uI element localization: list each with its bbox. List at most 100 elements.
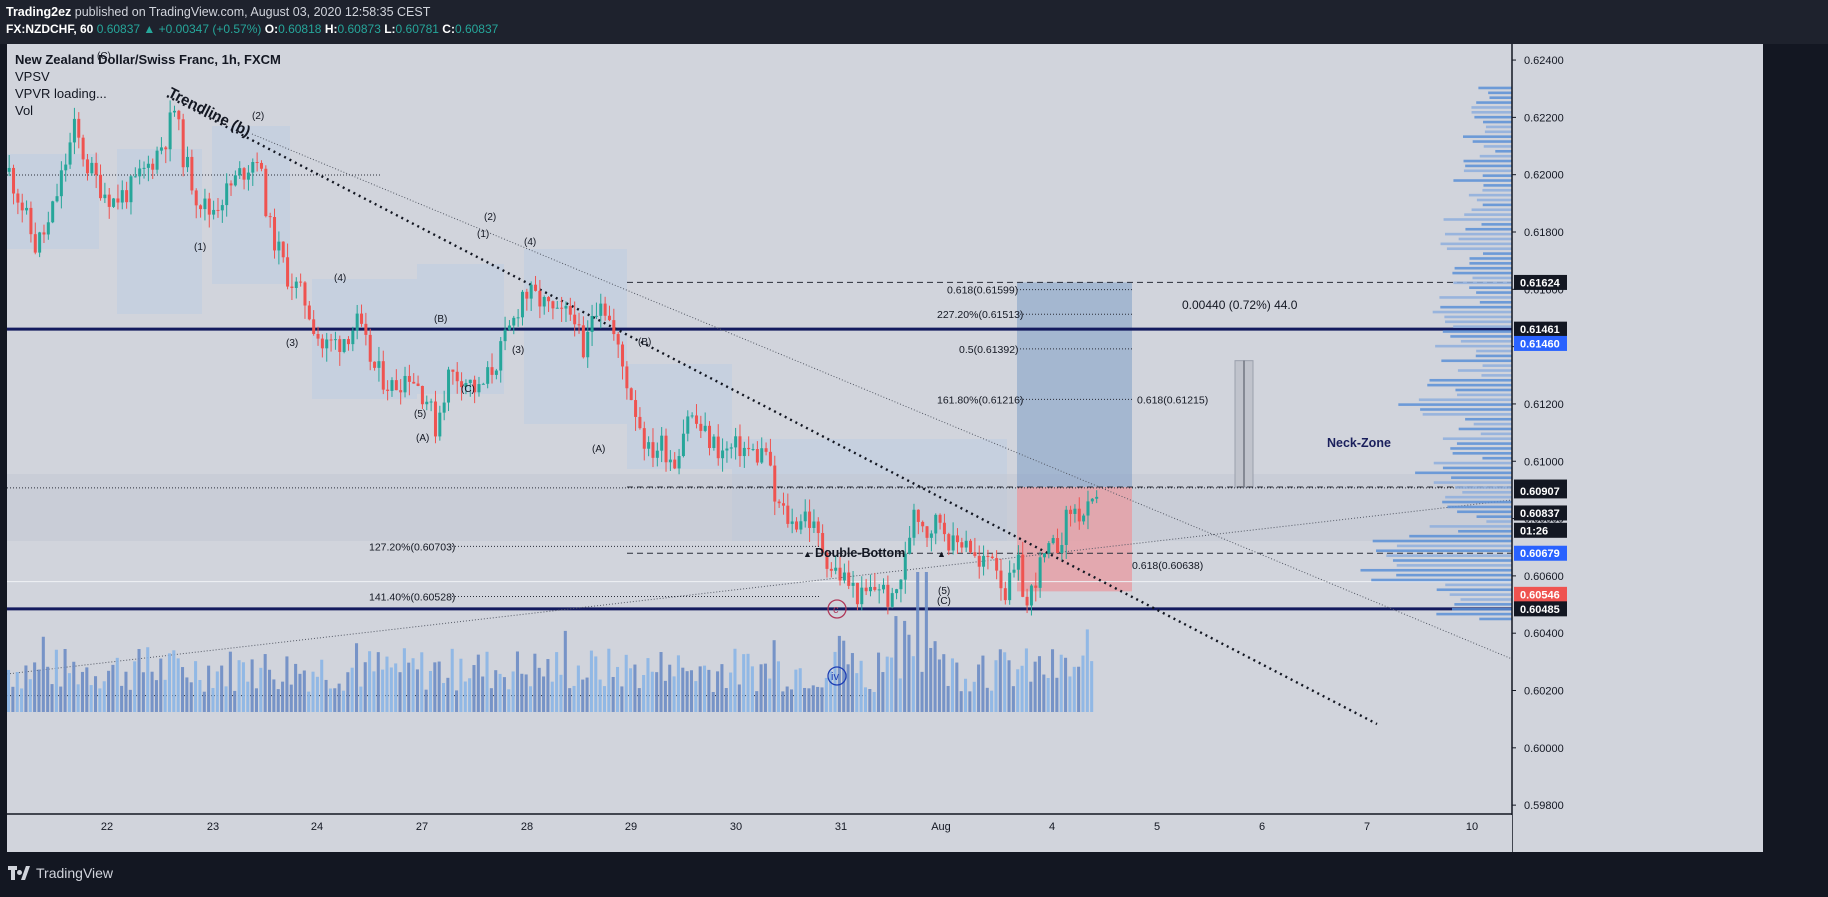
vpvr-row	[1463, 159, 1512, 163]
candle-body	[886, 584, 890, 607]
footer-bar: TradingView	[0, 852, 1828, 897]
volume-bar	[998, 649, 1002, 712]
wave-label: (4)	[334, 273, 346, 284]
volume-bar	[602, 686, 606, 712]
candle-body	[725, 448, 729, 451]
vpvr-row	[1483, 252, 1512, 255]
volume-bar	[72, 661, 76, 712]
candle-body	[799, 521, 803, 530]
volume-bar	[507, 689, 511, 712]
volume-bar	[946, 685, 950, 712]
vpvr-row	[1450, 335, 1512, 338]
tradingview-brand[interactable]: TradingView	[8, 865, 113, 881]
vpvr-row	[1441, 359, 1512, 363]
wave-label: (B)	[434, 314, 447, 325]
volume-bar	[637, 688, 641, 712]
price-badge	[1514, 586, 1567, 602]
candle-body	[586, 331, 590, 358]
vpvr-row	[1458, 529, 1512, 533]
candle-body	[190, 156, 194, 191]
candle-body	[664, 435, 668, 463]
vpvr-row	[1372, 539, 1512, 543]
wave-label: (1)	[477, 229, 489, 240]
legend-indicator-vol[interactable]: Vol	[15, 103, 34, 118]
legend-indicator-vpvr[interactable]: VPVR loading...	[15, 86, 107, 101]
candle-body	[268, 216, 272, 218]
volume-bar	[716, 671, 720, 712]
candle-body	[847, 572, 851, 586]
candle-body	[734, 436, 738, 448]
volume-bar	[381, 669, 385, 712]
candle-body	[151, 163, 155, 170]
volume-bar	[703, 665, 707, 712]
volume-bar	[794, 669, 798, 712]
candle-body	[960, 542, 964, 548]
open-value: 0.60818	[278, 22, 322, 36]
volume-bar	[624, 654, 628, 712]
fib-level-label: 161.80%(0.61216)	[937, 394, 1023, 406]
volume-bar	[141, 672, 145, 712]
volume-bar	[768, 678, 772, 712]
volume-bar	[890, 657, 894, 712]
vpvr-row	[1482, 174, 1512, 177]
candle-body	[1082, 515, 1086, 522]
wave-label: (A)	[416, 433, 429, 444]
candle-body	[199, 205, 203, 210]
volume-bar	[137, 649, 141, 712]
vpvr-row	[1420, 408, 1512, 411]
volume-bar	[559, 674, 563, 712]
candle-body	[77, 118, 81, 138]
candle-body	[995, 558, 999, 571]
candle-body	[407, 375, 411, 382]
vpvr-row	[1469, 262, 1512, 265]
volume-bar	[972, 681, 976, 712]
candle-body	[755, 449, 759, 463]
volume-bar	[315, 676, 319, 712]
candle-body	[955, 535, 959, 543]
volume-bar	[711, 691, 715, 712]
fib-level-label: 0.618(0.60638)	[1132, 560, 1203, 572]
candle-body	[520, 291, 524, 318]
candle-body	[220, 205, 224, 211]
volume-bar	[1046, 677, 1050, 712]
candle-body	[264, 168, 268, 217]
wave-label: (2)	[484, 212, 496, 223]
wave-c-label: c	[833, 604, 839, 616]
vpvr-row	[1418, 398, 1512, 402]
candle-body	[373, 361, 377, 368]
volume-bar	[146, 647, 150, 712]
candle-body	[694, 415, 698, 424]
price-chart[interactable]: 0.624000.622000.620000.618000.616000.614…	[7, 44, 1763, 852]
candle-body	[825, 552, 829, 569]
volume-bar	[881, 672, 885, 712]
candle-body	[107, 194, 111, 207]
x-tick-label: 28	[521, 821, 533, 833]
chart-area[interactable]: 0.624000.622000.620000.618000.616000.614…	[7, 44, 1763, 852]
vpvr-row	[1445, 495, 1512, 499]
volume-bar	[755, 691, 759, 712]
vpvr-row	[1475, 354, 1512, 358]
candle-body	[703, 425, 707, 431]
candle-body	[85, 159, 89, 174]
volume-bar	[1003, 652, 1007, 712]
price-badge	[1514, 483, 1567, 499]
volume-bar	[742, 654, 746, 712]
upper-trendline	[251, 133, 1513, 660]
volume-bar	[798, 668, 802, 712]
candle-body	[621, 344, 625, 367]
candle-body	[812, 521, 816, 528]
candle-body	[969, 540, 973, 553]
candle-body	[116, 198, 120, 203]
candle-body	[912, 509, 916, 538]
candle-body	[420, 385, 424, 405]
wave-label: (5)	[938, 586, 950, 597]
legend-indicator-vpsv[interactable]: VPSV	[15, 69, 50, 84]
candle-body	[307, 305, 311, 320]
rising-trendline	[7, 499, 1513, 675]
volume-bar	[67, 673, 71, 712]
volume-bar	[207, 665, 211, 712]
volume-bar	[646, 658, 650, 712]
author-name[interactable]: Trading2ez	[6, 5, 72, 19]
volume-bar	[28, 679, 32, 712]
volume-bar	[568, 688, 572, 712]
